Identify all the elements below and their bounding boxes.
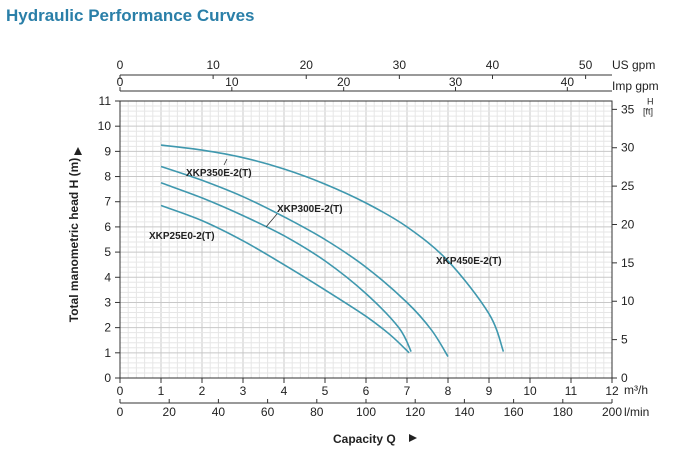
tick-label-h-m: 0: [104, 371, 111, 385]
tick-label-m3h: 1: [158, 384, 165, 398]
curve-label-xkp450e: XKP450E-2(T): [436, 256, 502, 267]
tick-label-h-m: 8: [104, 170, 111, 184]
axis-unit-ft-bottom: [ft]: [643, 106, 653, 116]
tick-label-lmin: 180: [553, 405, 573, 419]
tick-label-lmin: 160: [504, 405, 524, 419]
tick-label-h-m: 7: [104, 195, 111, 209]
tick-label-usgpm: 20: [300, 58, 314, 72]
tick-label-h-ft: 25: [621, 179, 635, 193]
curve-label-xkp300e-leader: [265, 213, 278, 228]
tick-label-impgpm: 40: [561, 75, 575, 89]
axis-unit-lmin: l/min: [624, 405, 649, 419]
tick-label-h-ft: 15: [621, 256, 635, 270]
chart-curves: [160, 144, 505, 358]
tick-label-impgpm: 30: [449, 75, 463, 89]
curve-xkp25e0: [160, 204, 410, 354]
tick-label-h-m: 2: [104, 321, 111, 335]
curve-xkp350e: [160, 165, 449, 358]
tick-label-m3h: 2: [199, 384, 206, 398]
tick-label-m3h: 8: [445, 384, 452, 398]
x-axis-arrow-icon: [409, 434, 417, 442]
curve-label-xkp300e: XKP300E-2(T): [277, 204, 343, 215]
axis-unit-impgpm: Imp gpm: [612, 79, 659, 93]
tick-label-usgpm: 0: [117, 58, 124, 72]
axis-unit-usgpm: US gpm: [612, 58, 655, 72]
axis-unit-m3h: m³/h: [624, 383, 648, 397]
tick-label-impgpm: 10: [225, 75, 239, 89]
tick-label-lmin: 0: [117, 405, 124, 419]
tick-label-usgpm: 50: [579, 58, 593, 72]
tick-label-lmin: 80: [310, 405, 324, 419]
tick-label-m3h: 3: [240, 384, 247, 398]
tick-label-lmin: 140: [454, 405, 474, 419]
tick-label-h-ft: 30: [621, 141, 635, 155]
tick-label-h-m: 3: [104, 295, 111, 309]
tick-label-m3h: 9: [486, 384, 493, 398]
tick-label-m3h: 12: [605, 384, 619, 398]
curve-label-xkp25e0: XKP25E0-2(T): [149, 231, 215, 242]
tick-label-h-m: 11: [99, 94, 112, 108]
tick-label-lmin: 60: [261, 405, 275, 419]
chart-ticks: 0 1 2 3 4 5 6 7 8 9 10 11 120 20 40 60 80 100 120 140 160 180…: [98, 58, 635, 419]
tick-label-m3h: 0: [117, 384, 124, 398]
tick-label-usgpm: 30: [393, 58, 407, 72]
y-axis-title: Total manometric head H (m): [67, 158, 81, 322]
page-title: Hydraulic Performance Curves: [6, 6, 255, 25]
y-axis-arrow-icon: [74, 147, 82, 155]
tick-label-h-m: 9: [104, 144, 111, 158]
chart-labels: m³/h l/min US gpm Imp gpm H[ft] Capacity Q Tot…: [67, 58, 659, 446]
tick-label-impgpm: 0: [117, 75, 124, 89]
tick-label-lmin: 40: [212, 405, 226, 419]
tick-label-lmin: 100: [356, 405, 376, 419]
tick-label-m3h: 10: [523, 384, 537, 398]
tick-label-m3h: 6: [363, 384, 370, 398]
tick-label-h-ft: 5: [621, 333, 628, 347]
tick-label-lmin: 20: [163, 405, 177, 419]
tick-label-m3h: 11: [565, 384, 578, 398]
x-axis-title: Capacity Q: [333, 432, 396, 446]
axis-unit-ft-top: H: [647, 96, 654, 106]
tick-label-m3h: 7: [404, 384, 411, 398]
tick-label-h-ft: 20: [621, 217, 635, 231]
curve-xkp450e: [160, 144, 505, 352]
curve-label-xkp350e: XKP350E-2(T): [186, 168, 252, 179]
chart-grid: [120, 101, 612, 378]
tick-label-h-ft: 35: [621, 102, 635, 116]
tick-label-lmin: 120: [405, 405, 425, 419]
tick-label-h-m: 6: [104, 220, 111, 234]
curve-label-xkp350e-leader: [223, 158, 228, 166]
tick-label-h-m: 10: [98, 119, 112, 133]
tick-label-h-ft: 10: [621, 294, 635, 308]
tick-label-impgpm: 20: [337, 75, 351, 89]
tick-label-h-m: 5: [104, 245, 111, 259]
tick-label-h-m: 4: [104, 270, 111, 284]
tick-label-h-m: 1: [104, 346, 111, 360]
tick-label-lmin: 200: [602, 405, 622, 419]
curve-xkp300e: [160, 182, 412, 352]
tick-label-usgpm: 40: [486, 58, 500, 72]
tick-label-h-ft: 0: [621, 371, 628, 385]
tick-label-m3h: 5: [322, 384, 329, 398]
tick-label-m3h: 4: [281, 384, 288, 398]
tick-label-usgpm: 10: [206, 58, 220, 72]
